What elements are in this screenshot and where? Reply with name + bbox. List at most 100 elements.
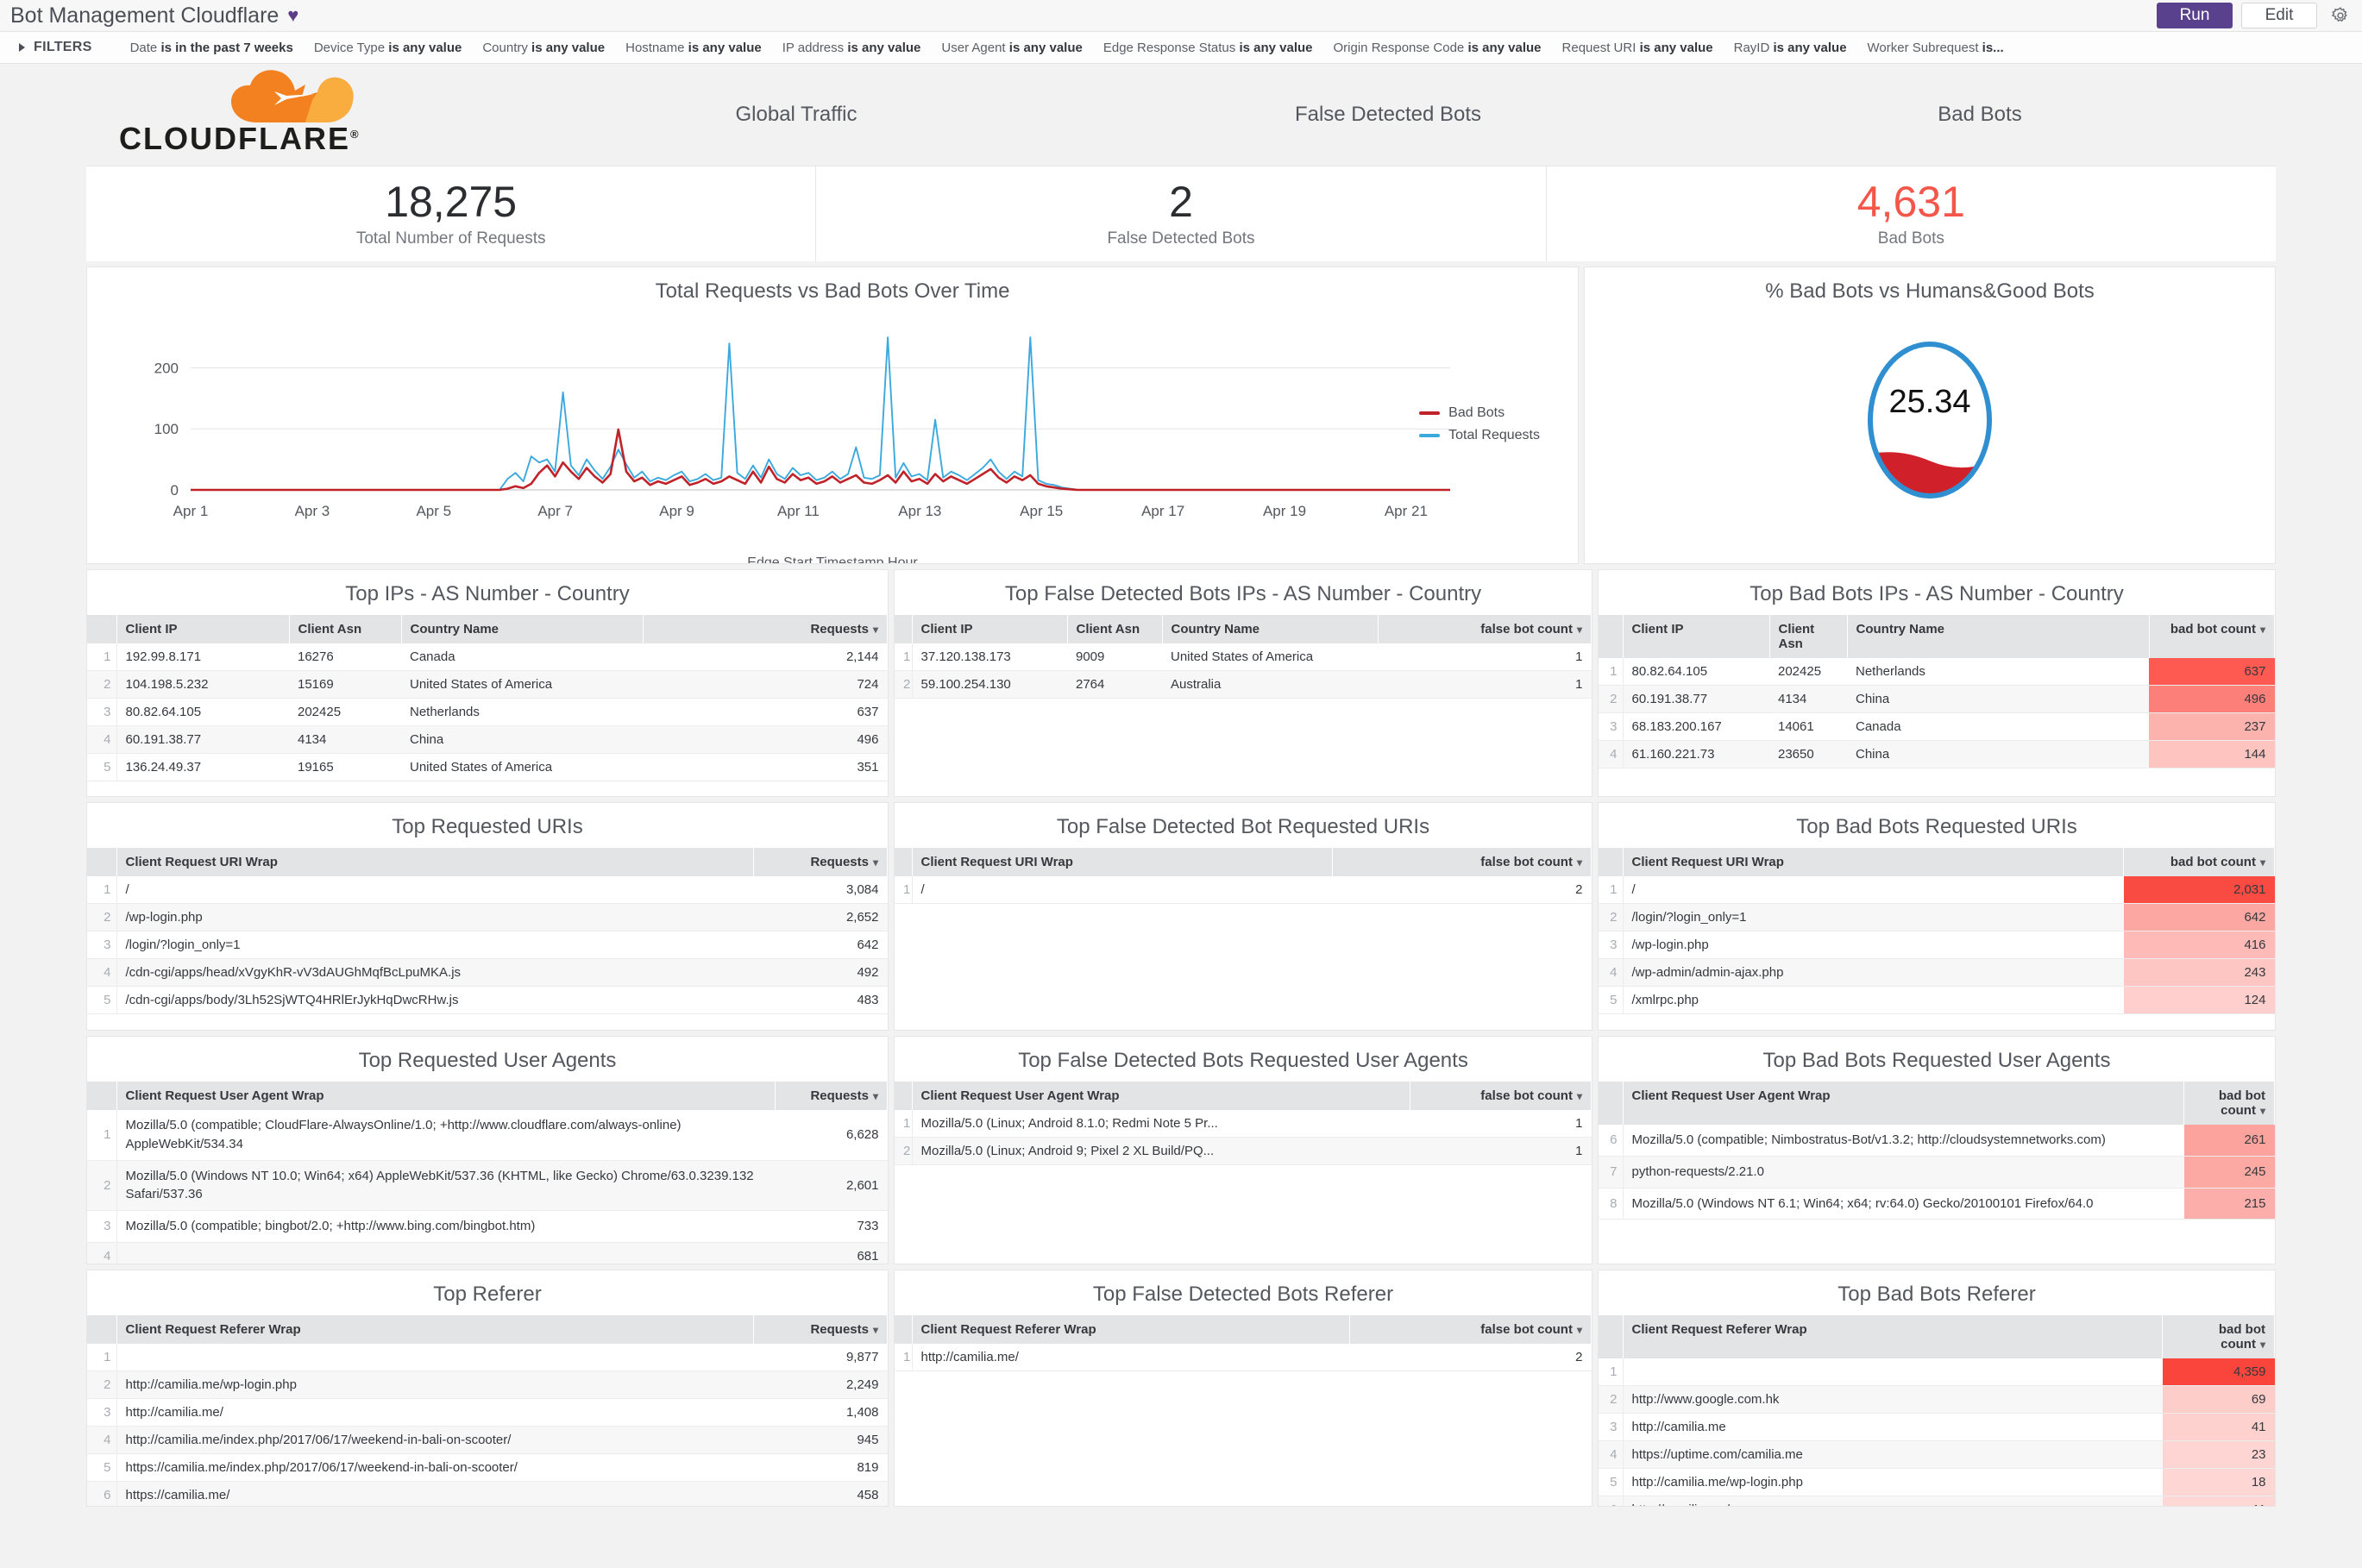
table-row[interactable]: 2 http://www.google.com.hk 69 (1599, 1385, 2275, 1414)
column-header-client-request-user-agent-wrap[interactable]: Client Request User Agent Wrap (1623, 1082, 2184, 1125)
row-index: 4 (1599, 740, 1624, 768)
table-row[interactable]: 6 https://camilia.me/458 (87, 1481, 888, 1506)
column-header-client-ip[interactable]: Client IP (912, 615, 1068, 643)
run-button[interactable]: Run (2157, 3, 2233, 28)
table-row[interactable]: 1 Mozilla/5.0 (Linux; Android 8.1.0; Redm… (895, 1110, 1592, 1138)
table-row[interactable]: 1 http://camilia.me/2 (895, 1344, 1592, 1371)
column-header-client-request-uri-wrap[interactable]: Client Request URI Wrap (116, 848, 754, 876)
column-header-false-bot-count[interactable]: false bot count ▾ (1410, 1082, 1592, 1110)
table-row[interactable]: 1 Mozilla/5.0 (compatible; CloudFlare-Alw… (87, 1110, 888, 1161)
table-row[interactable]: 1 9,877 (87, 1344, 888, 1371)
table-row[interactable]: 1/2,031 (1599, 876, 2275, 904)
column-header-false-bot-count[interactable]: false bot count ▾ (1378, 615, 1592, 643)
filter-item[interactable]: Date is in the past 7 weeks (130, 41, 293, 55)
column-header-requests[interactable]: Requests ▾ (753, 1315, 888, 1344)
table-row[interactable]: 2/login/?login_only=1 642 (1599, 903, 2275, 931)
column-header-client-asn[interactable]: Client Asn (1769, 615, 1848, 658)
heart-icon[interactable]: ♥ (287, 4, 299, 26)
table-row[interactable]: 2 59.100.254.130 2764 Australia 1 (895, 670, 1592, 699)
table-row[interactable]: 2 Mozilla/5.0 (Linux; Android 9; Pixel 2 … (895, 1137, 1592, 1165)
column-header-client-request-uri-wrap[interactable]: Client Request URI Wrap (1623, 848, 2124, 876)
filters-toggle[interactable]: FILTERS (19, 40, 92, 55)
table-row[interactable]: 2 60.191.38.77 4134 China 496 (1599, 685, 2275, 713)
table-row[interactable]: 3 80.82.64.105 202425 Netherlands 637 (87, 698, 888, 726)
filter-item[interactable]: Country is any value (482, 41, 605, 55)
column-header-client-request-user-agent-wrap[interactable]: Client Request User Agent Wrap (116, 1082, 776, 1110)
column-header-client-request-referer-wrap[interactable]: Client Request Referer Wrap (116, 1315, 754, 1344)
filter-item[interactable]: User Agent is any value (941, 41, 1082, 55)
row-index: 2 (87, 1370, 117, 1399)
table-row[interactable]: 4 61.160.221.73 23650 China 144 (1599, 740, 2275, 768)
column-header-bad-bot-count[interactable]: bad bot count ▾ (2149, 615, 2275, 658)
filter-item[interactable]: IP address is any value (782, 41, 921, 55)
table-row[interactable]: 2 Mozilla/5.0 (Windows NT 10.0; Win64; x6… (87, 1160, 888, 1211)
table-row[interactable]: 4 681 (87, 1242, 888, 1264)
filter-item[interactable]: Request URI is any value (1562, 41, 1713, 55)
table-row[interactable]: 2 http://camilia.me/wp-login.php 2,249 (87, 1370, 888, 1399)
table-row[interactable]: 1 4,359 (1599, 1358, 2275, 1386)
edit-button[interactable]: Edit (2241, 3, 2317, 28)
table-row[interactable]: 5 136.24.49.37 19165 United States of Ameri… (87, 753, 888, 781)
table-row[interactable]: 3/login/?login_only=1 642 (87, 931, 888, 959)
table-row[interactable]: 5 http://camilia.me/wp-login.php 18 (1599, 1468, 2275, 1496)
column-header-client-request-referer-wrap[interactable]: Client Request Referer Wrap (912, 1315, 1350, 1344)
row-index: 3 (1599, 1413, 1624, 1441)
filter-value: is any value (1639, 40, 1713, 55)
table-row[interactable]: 3 68.183.200.167 14061 Canada 237 (1599, 712, 2275, 741)
table-row[interactable]: 4/wp-admin/admin-ajax.php 243 (1599, 958, 2275, 987)
metric-cell: 2 (1349, 1344, 1592, 1371)
column-header-client-request-user-agent-wrap[interactable]: Client Request User Agent Wrap (912, 1082, 1410, 1110)
table-row[interactable]: 5/xmlrpc.php 124 (1599, 986, 2275, 1014)
table-row[interactable]: 4 http://camilia.me/index.php/2017/06/17/… (87, 1426, 888, 1454)
table-row[interactable]: 3 http://camilia.me 41 (1599, 1413, 2275, 1441)
filter-item[interactable]: Worker Subrequest is... (1868, 41, 2004, 55)
column-header-requests[interactable]: Requests ▾ (753, 848, 888, 876)
column-header-bad-bot-count[interactable]: bad bot count ▾ (2183, 1082, 2275, 1125)
table-row[interactable]: 3/wp-login.php 416 (1599, 931, 2275, 959)
table-row[interactable]: 1 37.120.138.173 9009 United States of Amer… (895, 643, 1592, 671)
table-row[interactable]: 2 104.198.5.232 15169 United States of Amer… (87, 670, 888, 699)
column-header-country-name[interactable]: Country Name (401, 615, 644, 643)
chart-row: Total Requests vs Bad Bots Over Time 0 10… (86, 267, 2276, 564)
table-row[interactable]: 7 python-requests/2.21.0 245 (1599, 1156, 2275, 1189)
table-row[interactable]: 5 https://camilia.me/index.php/2017/06/17… (87, 1453, 888, 1482)
table-row[interactable]: 3 http://camilia.me/1,408 (87, 1398, 888, 1427)
filter-field: Device Type (313, 40, 386, 55)
column-header-country-name[interactable]: Country Name (1847, 615, 2150, 658)
column-header-false-bot-count[interactable]: false bot count ▾ (1332, 848, 1592, 876)
filter-item[interactable]: RayID is any value (1734, 41, 1847, 55)
column-header-requests[interactable]: Requests ▾ (775, 1082, 888, 1110)
table-row[interactable]: 1 192.99.8.171 16276 Canada 2,144 (87, 643, 888, 671)
table-row[interactable]: 3 Mozilla/5.0 (compatible; bingbot/2.0; +… (87, 1210, 888, 1243)
table-row[interactable]: 4/cdn-cgi/apps/head/xVgyKhR-vV3dAUGhMqfB… (87, 958, 888, 987)
column-header-client-asn[interactable]: Client Asn (289, 615, 402, 643)
column-header-client-ip[interactable]: Client IP (1623, 615, 1770, 658)
table-row[interactable]: 6 Mozilla/5.0 (compatible; Nimbostratus-B… (1599, 1125, 2275, 1157)
column-header-country-name[interactable]: Country Name (1162, 615, 1379, 643)
column-header-client-ip[interactable]: Client IP (116, 615, 290, 643)
column-header-false-bot-count[interactable]: false bot count ▾ (1349, 1315, 1592, 1344)
column-header-bad-bot-count[interactable]: bad bot count ▾ (2162, 1315, 2275, 1358)
table-row[interactable]: 5/cdn-cgi/apps/body/3Lh52SjWTQ4HRlErJykH… (87, 986, 888, 1014)
table-row[interactable]: 1/3,084 (87, 876, 888, 904)
table-row[interactable]: 1 80.82.64.105 202425 Netherlands 637 (1599, 658, 2275, 686)
filter-item[interactable]: Device Type is any value (314, 41, 462, 55)
table-row[interactable]: 1/2 (895, 876, 1592, 904)
column-header-bad-bot-count[interactable]: bad bot count ▾ (2123, 848, 2275, 876)
column-header-client-asn[interactable]: Client Asn (1067, 615, 1163, 643)
column-header-client-request-referer-wrap[interactable]: Client Request Referer Wrap (1623, 1315, 2163, 1358)
gear-icon[interactable] (2326, 3, 2355, 28)
filter-item[interactable]: Origin Response Code is any value (1334, 41, 1542, 55)
filter-item[interactable]: Edge Response Status is any value (1103, 41, 1313, 55)
column-header-client-request-uri-wrap[interactable]: Client Request URI Wrap (912, 848, 1333, 876)
table-row[interactable]: 2/wp-login.php 2,652 (87, 903, 888, 931)
table-row[interactable]: 4 60.191.38.77 4134 China 496 (87, 725, 888, 754)
filter-field: Worker Subrequest (1867, 40, 1979, 55)
column-header-requests[interactable]: Requests ▾ (643, 615, 888, 643)
filter-item[interactable]: Hostname is any value (625, 41, 762, 55)
kpi-label: Total Number of Requests (355, 229, 546, 248)
data-table: Client Request URI Wrap bad bot count ▾ 1/2… (1599, 848, 2275, 1014)
table-row[interactable]: 8 Mozilla/5.0 (Windows NT 6.1; Win64; x64… (1599, 1188, 2275, 1220)
table-row[interactable]: 4 https://uptime.com/camilia.me 23 (1599, 1440, 2275, 1469)
